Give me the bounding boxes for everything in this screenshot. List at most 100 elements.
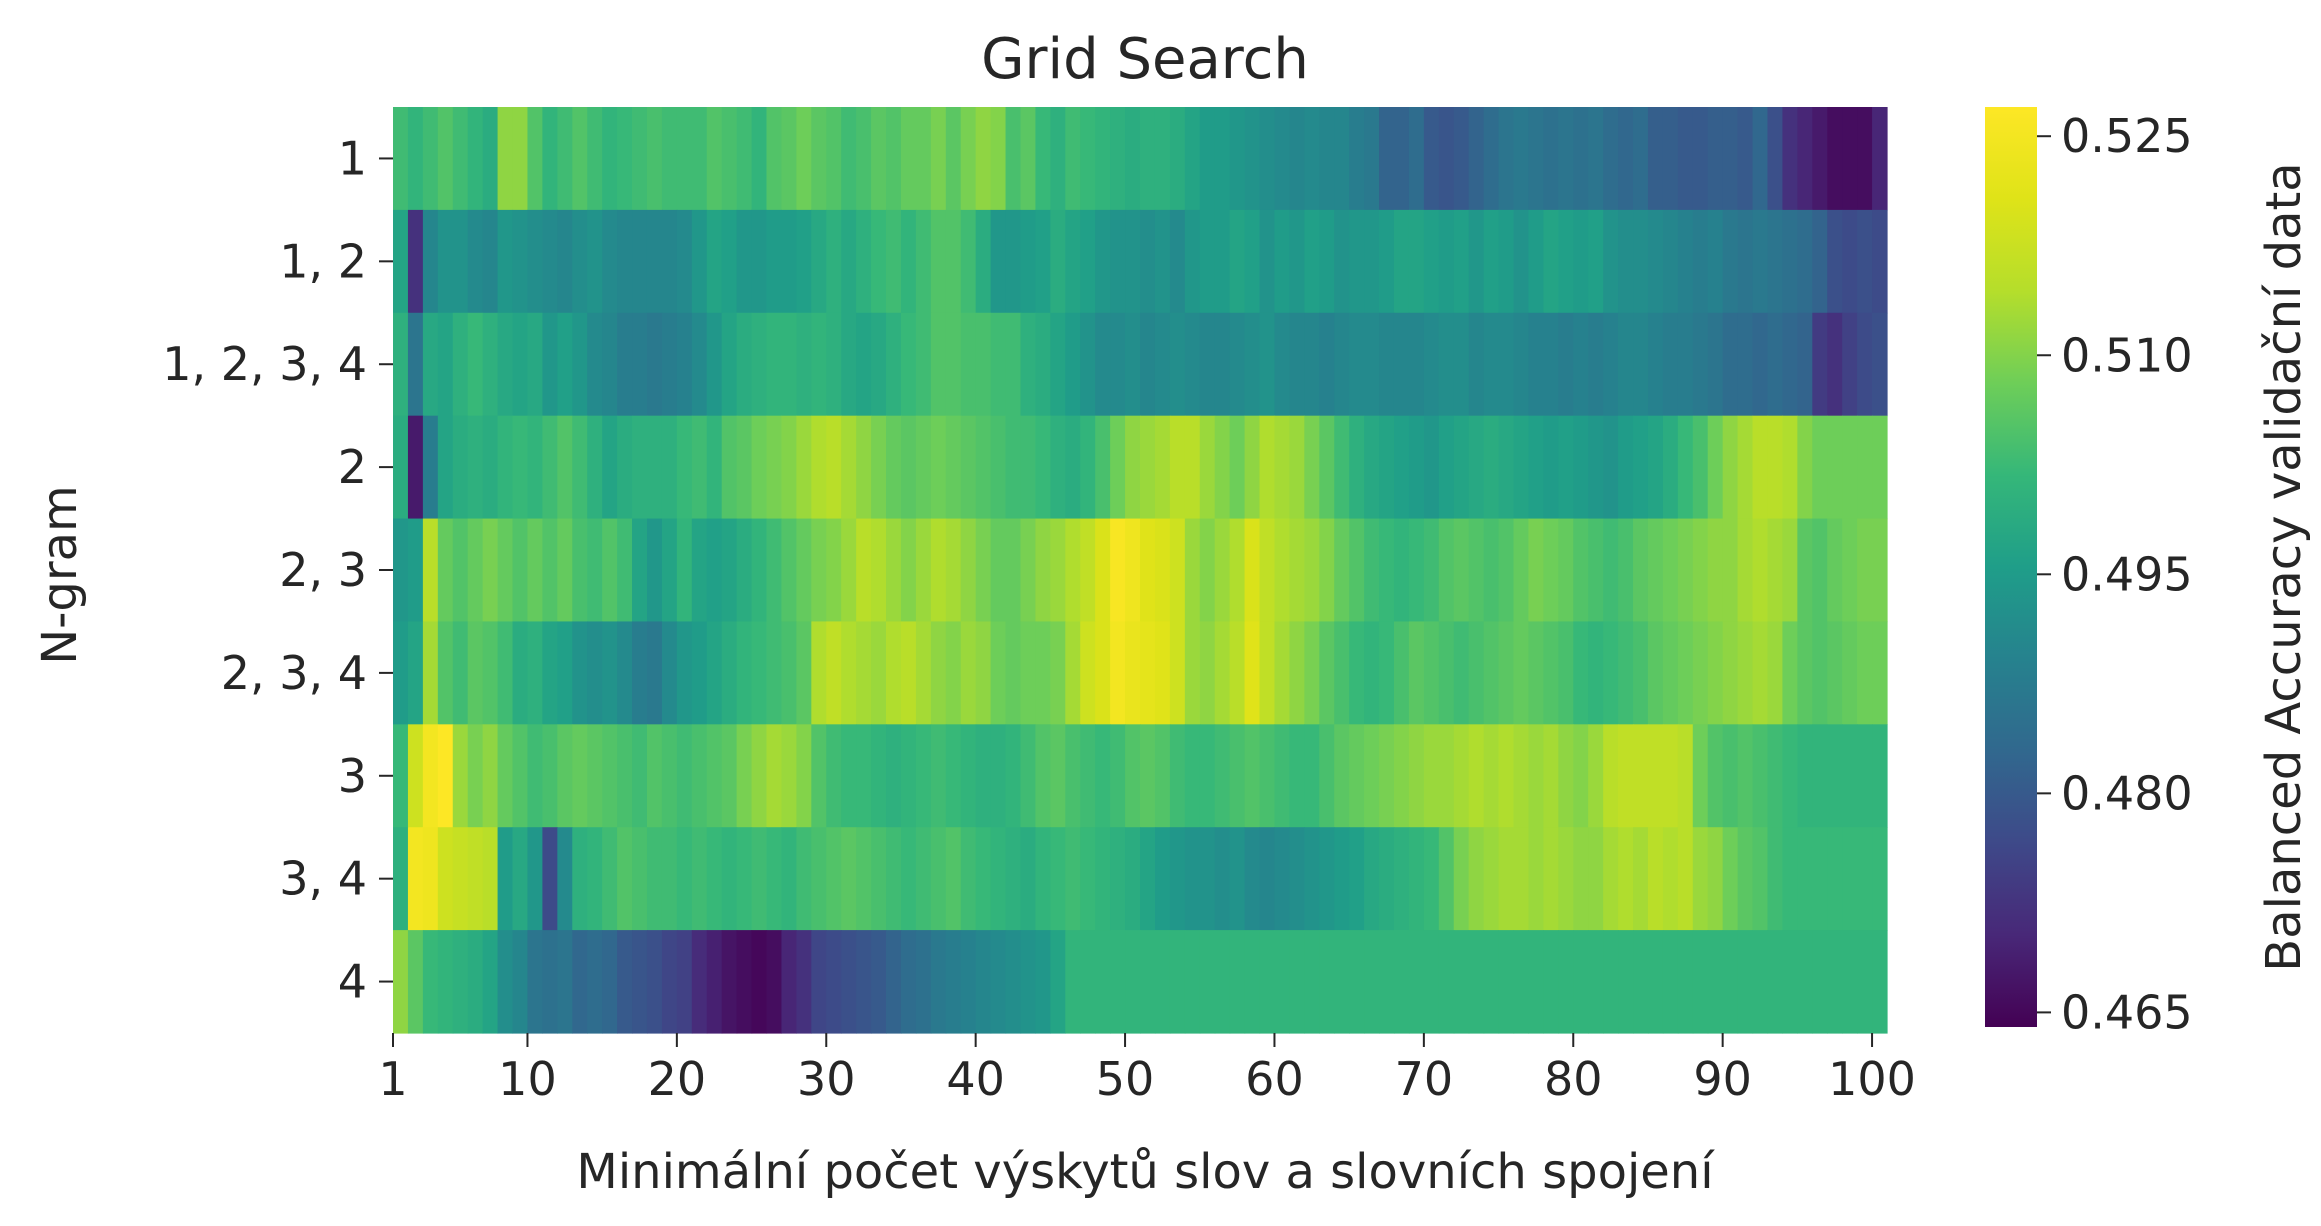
heatmap-cell <box>1408 724 1425 828</box>
heatmap-cell <box>1737 415 1754 520</box>
heatmap-cell <box>661 209 678 314</box>
heatmap-cell <box>1513 518 1530 623</box>
heatmap-cell <box>587 621 603 725</box>
heatmap-cell <box>1662 827 1679 931</box>
heatmap-cell <box>736 312 753 417</box>
heatmap-cell <box>886 209 902 314</box>
x-axis-label: Minimální počet výskytů slov a slovních … <box>576 1144 1715 1200</box>
heatmap-cell <box>811 827 827 931</box>
heatmap-cell <box>602 621 618 725</box>
heatmap-cell <box>1379 827 1395 931</box>
heatmap-cell <box>1677 312 1694 417</box>
heatmap-cell <box>497 312 514 417</box>
heatmap-cell <box>1259 724 1276 828</box>
heatmap-cell <box>1438 621 1455 725</box>
heatmap-cell <box>1334 724 1350 828</box>
heatmap-cell <box>676 209 693 314</box>
heatmap-cell <box>1125 312 1141 417</box>
heatmap-cell <box>1513 107 1530 211</box>
heatmap-cell <box>900 621 917 725</box>
heatmap-cell <box>1140 107 1156 211</box>
heatmap-cell <box>407 312 424 417</box>
heatmap-cell <box>1857 827 1873 931</box>
heatmap-cell <box>721 518 738 623</box>
heatmap-cell <box>452 827 469 931</box>
heatmap-cell <box>676 312 693 417</box>
heatmap-cell <box>1050 621 1066 725</box>
heatmap-cell <box>781 518 797 623</box>
heatmap-cell <box>452 209 469 314</box>
heatmap-cell <box>1483 415 1500 520</box>
heatmap-cell <box>900 930 917 1034</box>
heatmap-cell <box>1603 827 1619 931</box>
heatmap-cell <box>811 518 827 623</box>
heatmap-cell <box>781 312 797 417</box>
heatmap-cell <box>1304 518 1320 623</box>
heatmap-cell <box>1379 312 1395 417</box>
heatmap-cell <box>826 518 842 623</box>
heatmap-cell <box>1289 621 1305 725</box>
heatmap-cell <box>572 107 588 211</box>
heatmap-cell <box>1423 107 1440 211</box>
heatmap-cell <box>1199 827 1216 931</box>
heatmap-cell <box>1872 312 1888 417</box>
heatmap-cell <box>1289 518 1305 623</box>
heatmap-cell <box>1423 827 1440 931</box>
heatmap-cell <box>1140 621 1156 725</box>
heatmap-cell <box>1438 107 1455 211</box>
heatmap-cell <box>646 209 663 314</box>
heatmap-cell <box>1603 312 1619 417</box>
heatmap-cell <box>706 312 723 417</box>
heatmap-cell <box>1438 518 1455 623</box>
heatmap-cell <box>900 312 917 417</box>
heatmap-cell <box>706 209 723 314</box>
heatmap-cell <box>1229 518 1246 623</box>
heatmap-cell <box>781 930 797 1034</box>
heatmap-cell <box>826 827 842 931</box>
heatmap-cell <box>1319 107 1335 211</box>
heatmap-cell <box>1005 107 1022 211</box>
heatmap-cell <box>990 724 1007 828</box>
heatmap-cell <box>497 107 514 211</box>
heatmap-cell <box>1573 312 1589 417</box>
heatmap-cell <box>572 930 588 1034</box>
heatmap-cell <box>437 312 454 417</box>
heatmap-cell <box>497 621 514 725</box>
heatmap-cell <box>1005 209 1022 314</box>
heatmap-cell <box>915 107 932 211</box>
heatmap-cell <box>1035 209 1051 314</box>
heatmap-cell <box>482 827 499 931</box>
heatmap-cell <box>691 312 708 417</box>
heatmap-cell <box>1229 312 1246 417</box>
heatmap-cell <box>1618 312 1634 417</box>
heatmap-cell <box>1857 312 1873 417</box>
heatmap-cell <box>422 518 439 623</box>
heatmap-cell <box>1244 312 1261 417</box>
heatmap-cell <box>617 415 633 520</box>
heatmap-cell <box>751 621 768 725</box>
heatmap-cell <box>1722 415 1739 520</box>
heatmap-cell <box>1364 930 1380 1034</box>
heatmap-cell <box>1752 415 1769 520</box>
heatmap-cell <box>1005 930 1022 1034</box>
heatmap-cell <box>1379 724 1395 828</box>
heatmap-cell <box>1573 930 1589 1034</box>
heatmap-cell <box>781 107 797 211</box>
heatmap-cell <box>452 518 469 623</box>
heatmap-cell <box>1722 930 1739 1034</box>
heatmap-cell <box>1154 621 1171 725</box>
heatmap-cell <box>766 209 783 314</box>
heatmap-cell <box>1110 724 1126 828</box>
heatmap-cell <box>960 209 977 314</box>
heatmap-cell <box>632 724 648 828</box>
y-tick-label: 3 <box>338 749 367 803</box>
heatmap-cell <box>422 312 439 417</box>
heatmap-cell <box>542 930 558 1034</box>
heatmap-cell <box>467 621 484 725</box>
heatmap-cell <box>1662 930 1679 1034</box>
heatmap-cell <box>1827 724 1843 828</box>
heatmap-cell <box>781 415 797 520</box>
heatmap-cell <box>497 724 514 828</box>
heatmap-cell <box>1110 518 1126 623</box>
heatmap-cell <box>1364 312 1380 417</box>
